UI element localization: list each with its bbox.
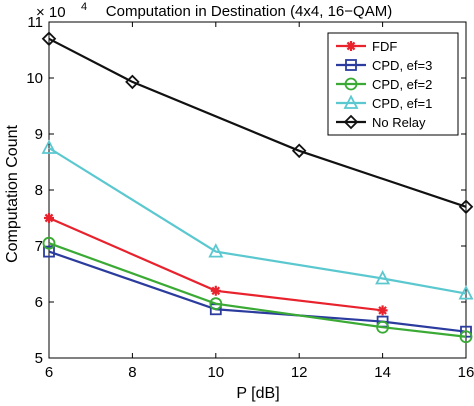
data-point-series-3 bbox=[209, 297, 223, 311]
y-exponent-power: 4 bbox=[81, 1, 87, 13]
legend-marker bbox=[343, 114, 359, 130]
data-point-series-5 bbox=[125, 74, 140, 90]
legend-marker bbox=[344, 77, 358, 91]
legend-marker bbox=[346, 41, 356, 51]
data-point-series-5 bbox=[458, 199, 474, 215]
legend-label: FDF bbox=[372, 39, 397, 54]
data-point-series-5 bbox=[291, 143, 307, 159]
data-point-series-1 bbox=[377, 305, 388, 316]
series-line-5 bbox=[48, 37, 467, 208]
y-tick-label: 10 bbox=[26, 70, 43, 87]
data-point-series-1 bbox=[210, 285, 221, 296]
data-point-series-5 bbox=[41, 31, 57, 47]
data-point-series-4 bbox=[41, 139, 57, 154]
y-tick-label: 11 bbox=[27, 14, 43, 31]
y-tick-label: 6 bbox=[35, 294, 43, 311]
chart-title: Computation in Destination (4x4, 16−QAM) bbox=[106, 3, 392, 20]
x-tick-label: 8 bbox=[128, 364, 136, 381]
x-tick-label: 6 bbox=[45, 364, 53, 381]
legend-label: CPD, ef=1 bbox=[372, 96, 432, 111]
data-point-series-3 bbox=[376, 320, 390, 334]
y-exponent-base: × 10 bbox=[36, 4, 66, 21]
data-point-series-2 bbox=[43, 245, 55, 258]
data-point-series-4 bbox=[208, 243, 224, 258]
x-tick-label: 12 bbox=[291, 364, 308, 381]
data-point-series-3 bbox=[459, 330, 473, 344]
y-tick-label: 7 bbox=[35, 238, 43, 255]
y-tick-label: 9 bbox=[35, 126, 43, 143]
x-tick-label: 16 bbox=[458, 364, 474, 381]
legend-label: CPD, ef=3 bbox=[372, 58, 432, 73]
y-tick-label: 5 bbox=[35, 350, 43, 367]
x-tick-label: 10 bbox=[207, 364, 224, 381]
x-tick-label: 14 bbox=[374, 364, 391, 381]
series-line-4 bbox=[48, 147, 467, 295]
y-tick-label: 8 bbox=[35, 182, 43, 199]
data-point-series-4 bbox=[458, 285, 474, 300]
data-point-series-1 bbox=[44, 213, 54, 223]
legend-label: No Relay bbox=[372, 115, 426, 130]
x-axis-label: P [dB] bbox=[236, 385, 279, 402]
data-point-series-3 bbox=[42, 236, 56, 250]
legend-marker bbox=[345, 59, 357, 71]
legend-label: CPD, ef=2 bbox=[372, 77, 432, 92]
y-axis-label: Computation Count bbox=[4, 125, 21, 263]
data-point-series-4 bbox=[375, 270, 391, 285]
series-line-3 bbox=[48, 242, 467, 338]
legend-marker bbox=[343, 94, 359, 109]
